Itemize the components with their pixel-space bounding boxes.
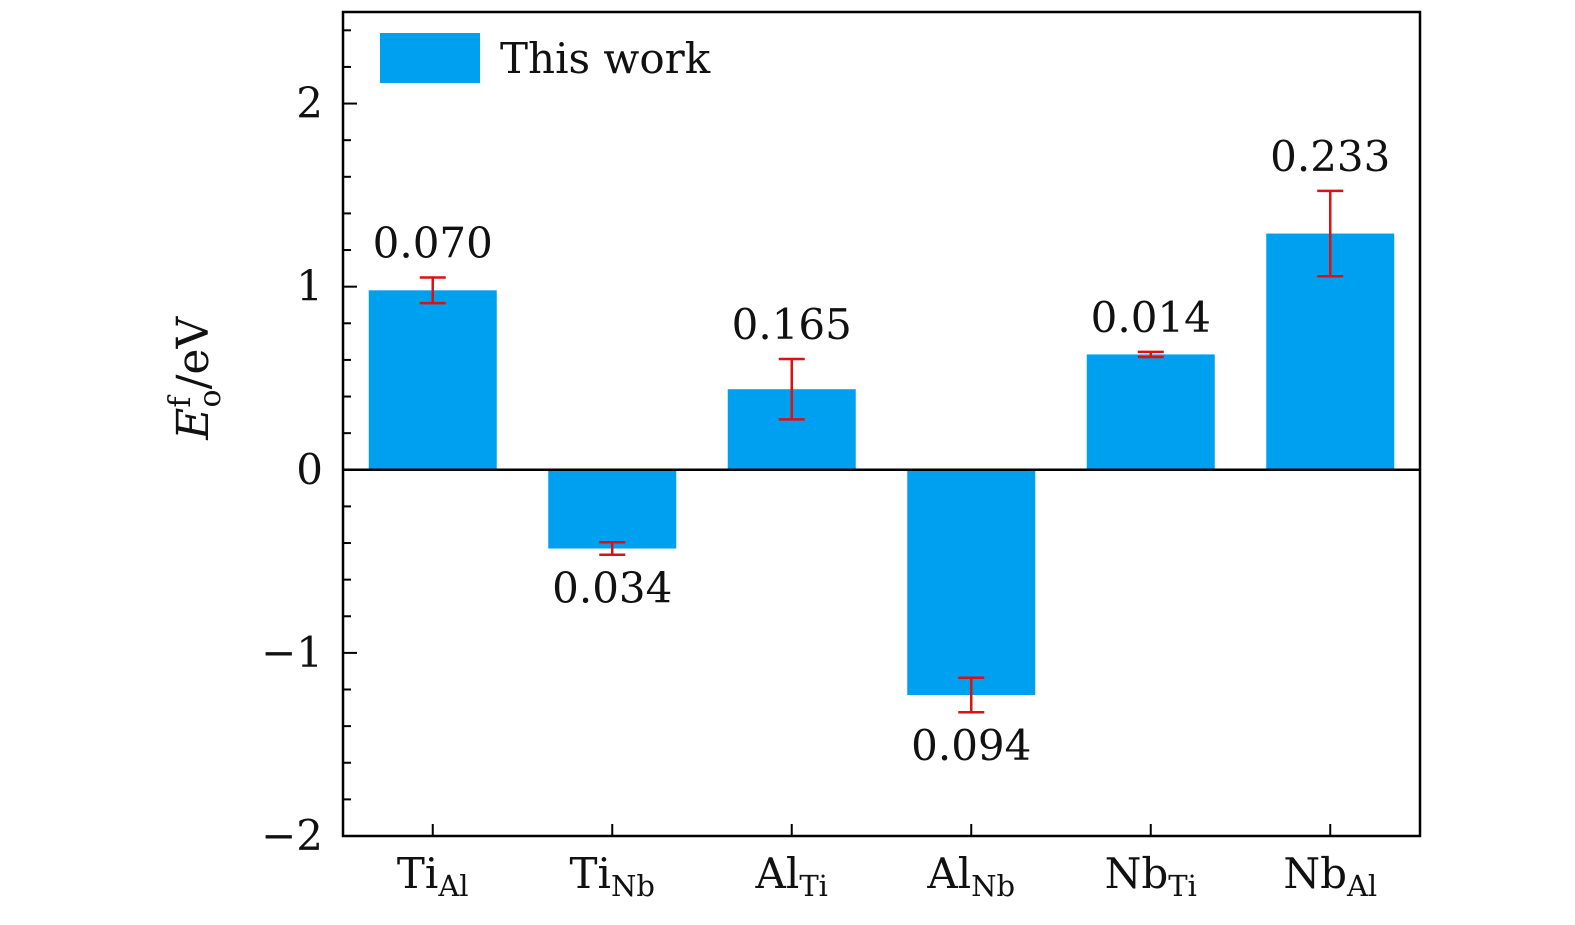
error-bar xyxy=(599,541,626,556)
legend-label: This work xyxy=(500,34,711,83)
legend-swatch xyxy=(380,33,480,83)
data-label: 0.233 xyxy=(1270,132,1390,181)
x-tick-label: AlTi xyxy=(755,849,828,903)
y-tick-label: −1 xyxy=(261,628,323,677)
y-tick-label: 1 xyxy=(296,262,323,311)
y-tick-label: 2 xyxy=(296,79,323,128)
x-tick-label: AlNb xyxy=(926,849,1015,903)
error-bar-layer xyxy=(419,189,1344,714)
data-label: 0.070 xyxy=(373,219,493,268)
y-axis-title: Efo/eV xyxy=(163,316,228,441)
error-bar xyxy=(1317,189,1344,278)
error-bar xyxy=(958,676,985,714)
data-label: 0.014 xyxy=(1091,293,1211,342)
x-tick-label-layer: TiAl TiNb AlTi AlNb NbTi NbAl xyxy=(397,849,1377,903)
data-label: 0.165 xyxy=(732,300,852,349)
x-tick-label: TiNb xyxy=(570,849,655,903)
bar xyxy=(907,469,1036,696)
bar xyxy=(368,290,497,470)
tick-layer: 2 1 0 −1 −2 xyxy=(261,29,1332,860)
data-label: 0.094 xyxy=(911,721,1031,770)
error-bar xyxy=(419,276,446,305)
data-label-layer: 0.070 0.034 0.165 0.094 0.014 0.233 xyxy=(373,132,1391,770)
y-tick-label: 0 xyxy=(296,445,323,494)
plot-frame xyxy=(341,10,1422,838)
bar xyxy=(548,469,677,549)
x-tick-label: NbAl xyxy=(1283,849,1377,903)
x-tick-label: NbTi xyxy=(1105,849,1197,903)
error-bar xyxy=(778,357,805,421)
data-label: 0.034 xyxy=(552,564,672,613)
bar-layer xyxy=(368,233,1395,696)
legend: This work xyxy=(380,33,711,83)
y-tick-label: −2 xyxy=(261,811,323,860)
x-tick-label: TiAl xyxy=(397,849,469,903)
error-bar xyxy=(1137,350,1164,359)
bar xyxy=(1086,354,1215,470)
